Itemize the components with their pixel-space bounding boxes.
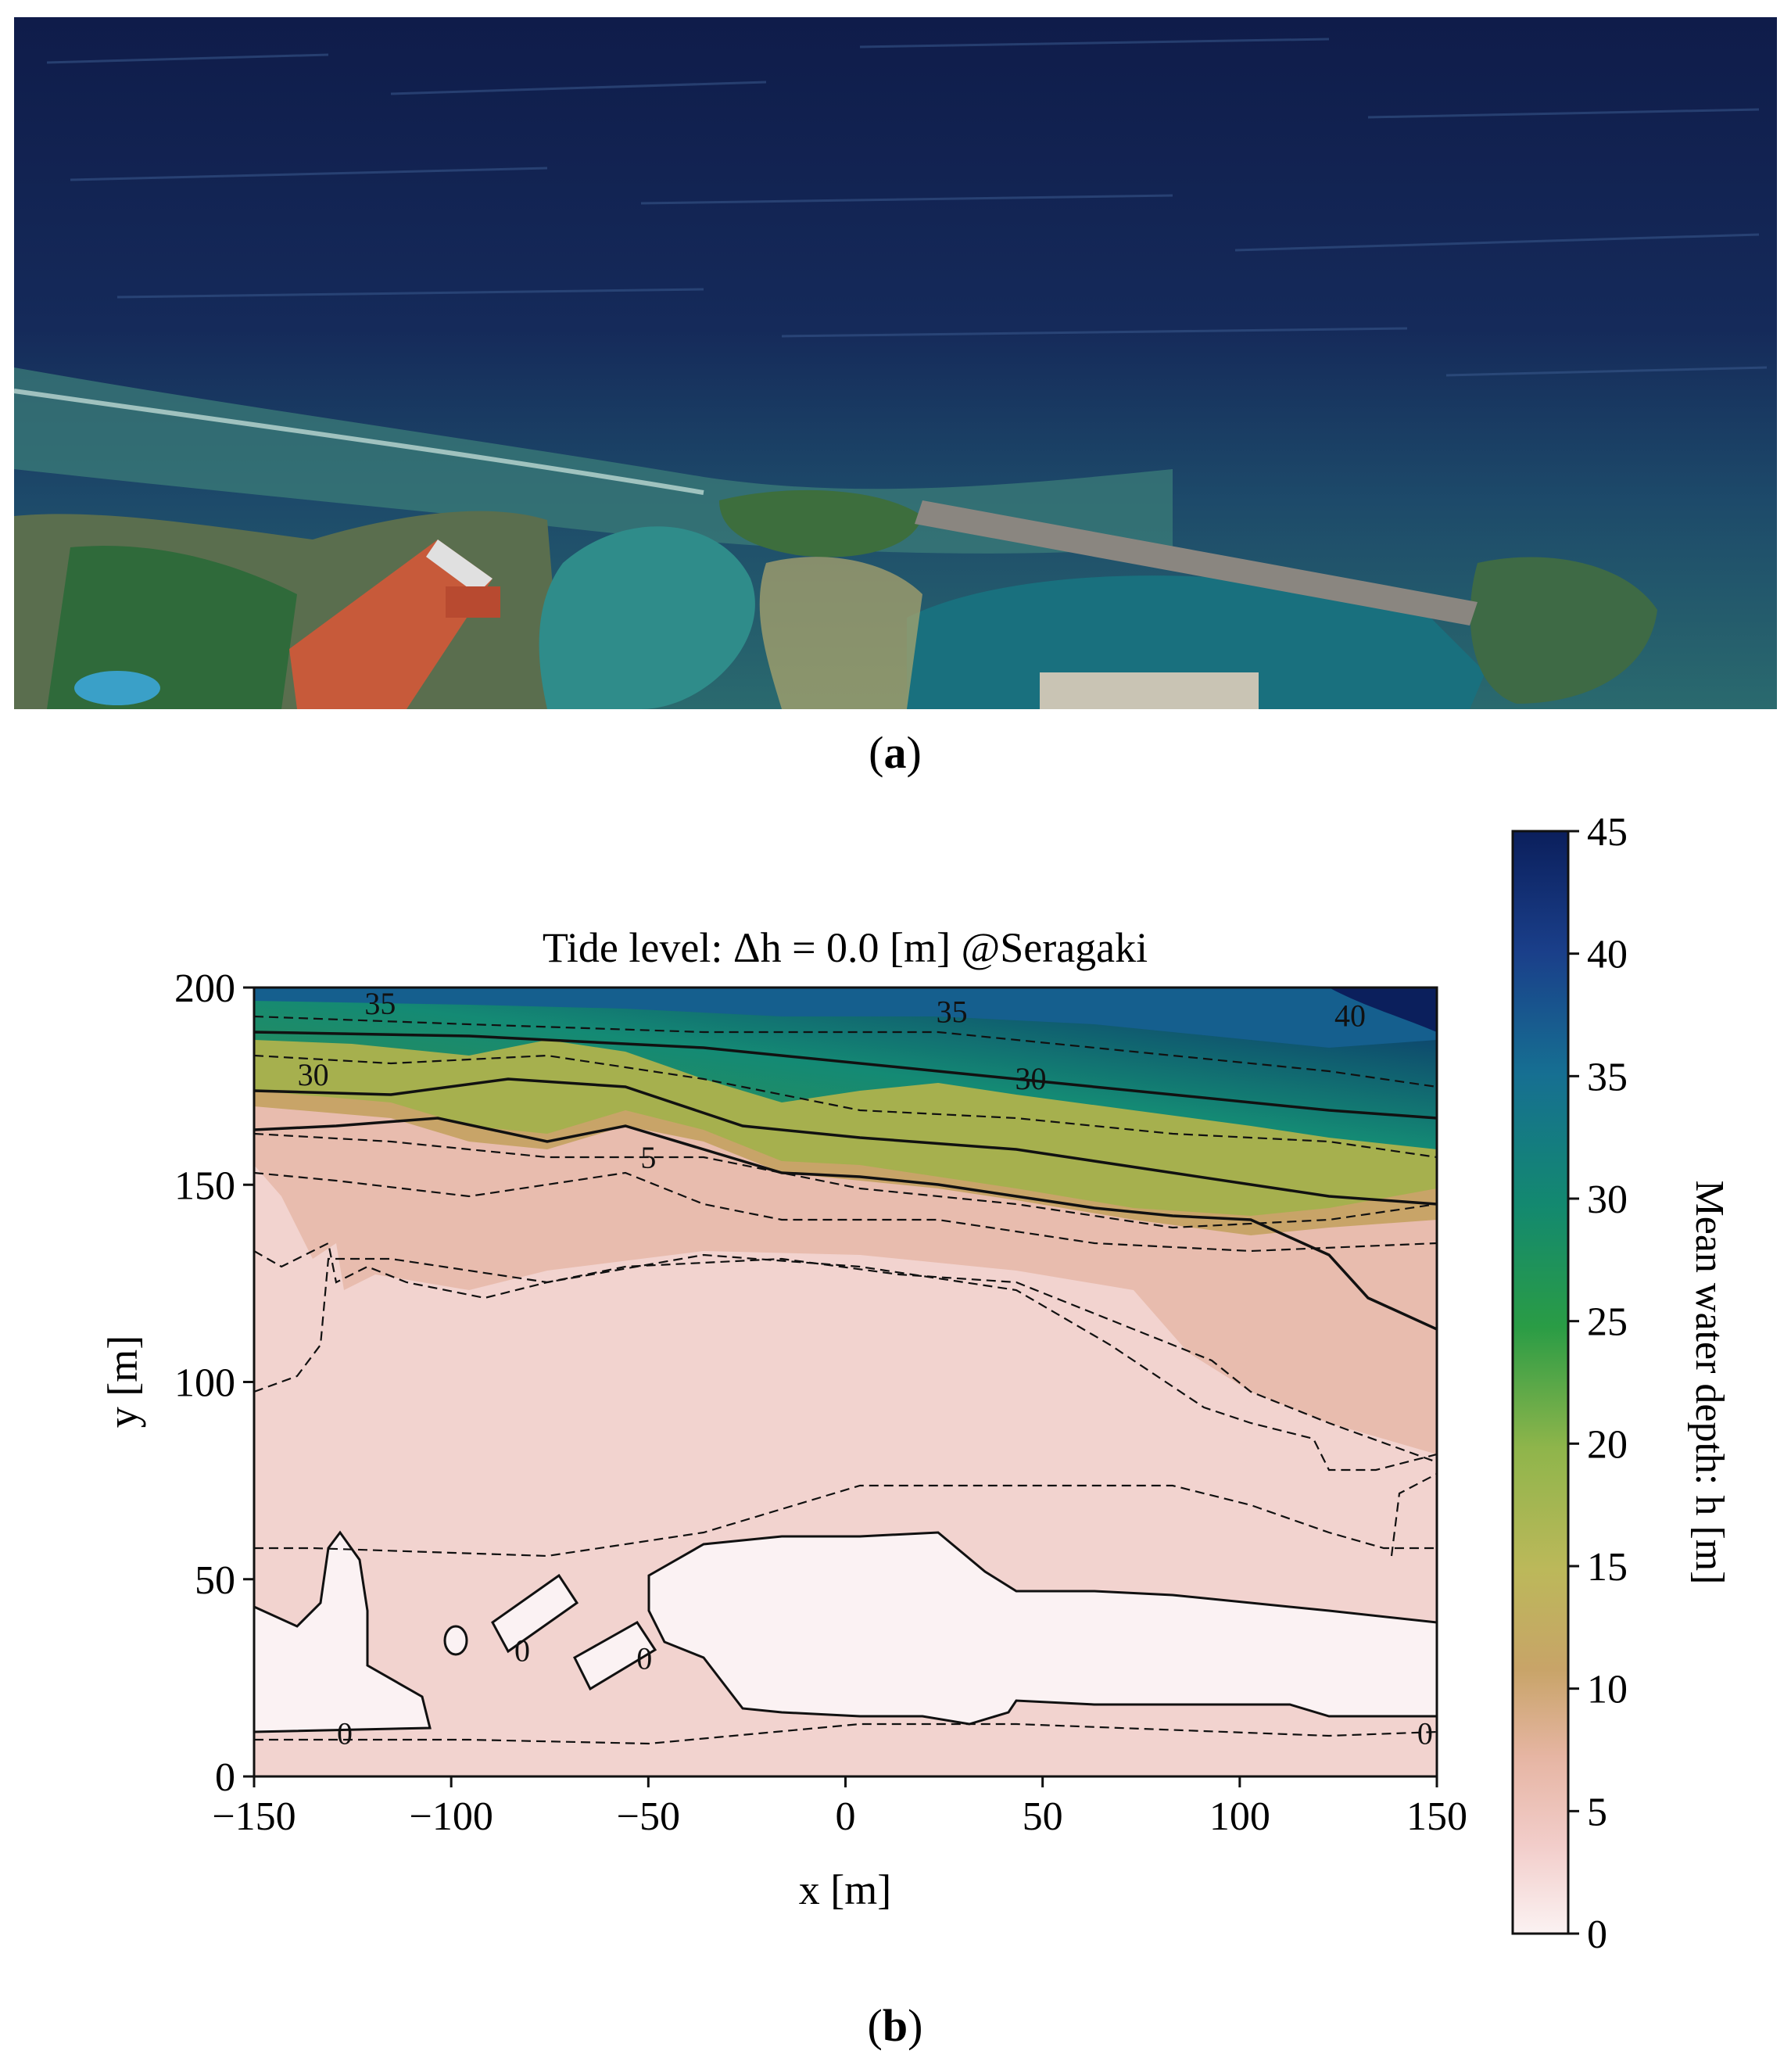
aerial-photo <box>13 17 1777 709</box>
dry-islet-3 <box>443 1625 468 1656</box>
contour-label: 35 <box>937 994 968 1029</box>
y-tick-label: 0 <box>215 1755 235 1800</box>
contour-label: 0 <box>337 1716 353 1751</box>
panel-label-a: (a) <box>869 727 922 778</box>
y-tick-label: 100 <box>174 1361 235 1406</box>
colorbar-tick-label: 35 <box>1587 1055 1628 1099</box>
x-tick-label: 100 <box>1209 1794 1270 1839</box>
x-tick-label: 0 <box>836 1794 856 1839</box>
contour-label: 40 <box>1334 998 1366 1033</box>
contour-label: 0 <box>636 1641 652 1676</box>
chart-title: Tide level: Δh = 0.0 [m] @Seragaki <box>543 924 1148 971</box>
colorbar-tick-label: 0 <box>1587 1912 1607 1957</box>
colorbar: 0 5 10 15 20 25 30 35 40 45 Mean water depth: h [… <box>1511 810 1732 1957</box>
colorbar-tick-label: 30 <box>1587 1178 1628 1222</box>
contour-label: 5 <box>640 1140 656 1175</box>
y-tick-label: 50 <box>195 1558 235 1603</box>
contour-label: 0 <box>514 1633 530 1669</box>
y-tick-label: 200 <box>174 966 235 1011</box>
panel-label-b: (b) <box>868 2000 923 2051</box>
y-axis-label: y [m] <box>99 1335 146 1428</box>
colorbar-tick-label: 15 <box>1587 1545 1628 1590</box>
dry-region-left <box>254 1530 432 1733</box>
y-axis: 0 50 100 150 200 <box>174 966 254 1800</box>
colorbar-label: Mean water depth: h [m] <box>1687 1181 1732 1585</box>
x-tick-label: −150 <box>212 1794 296 1839</box>
dashed-contours <box>254 1015 1437 1745</box>
colorbar-tick-label: 5 <box>1587 1790 1607 1834</box>
colorbar-gradient <box>1511 830 1570 1935</box>
x-axis: −150 −100 −50 0 50 100 150 <box>212 1776 1467 1839</box>
contour-label: 35 <box>364 986 396 1021</box>
contour-label: 30 <box>298 1057 329 1092</box>
dry-islet-2 <box>573 1621 657 1691</box>
dry-region-center <box>647 1531 1437 1726</box>
contour-labels: 35 30 5 35 30 40 0 0 0 0 <box>298 986 1433 1751</box>
depth-band-42m <box>1329 988 1437 1032</box>
solid-contours <box>254 1031 1437 1331</box>
colorbar-tick-label: 45 <box>1587 810 1628 855</box>
dry-islet-1 <box>491 1573 579 1654</box>
colorbar-tick-label: 25 <box>1587 1300 1628 1345</box>
y-tick-label: 150 <box>174 1163 235 1208</box>
contour-label: 0 <box>1417 1716 1433 1751</box>
colorbar-tick-label: 40 <box>1587 933 1628 977</box>
depth-band-35m <box>254 988 1437 1048</box>
x-axis-label: x [m] <box>799 1866 891 1913</box>
x-tick-label: 150 <box>1406 1794 1467 1839</box>
plot-area <box>254 988 1437 1776</box>
x-tick-label: 50 <box>1023 1794 1063 1839</box>
colorbar-tick-label: 20 <box>1587 1422 1628 1467</box>
x-tick-label: −100 <box>410 1794 493 1839</box>
x-tick-label: −50 <box>617 1794 680 1839</box>
colorbar-tick-label: 10 <box>1587 1668 1628 1712</box>
colorbar-ticks: 0 5 10 15 20 25 30 35 40 45 <box>1568 810 1628 1957</box>
contour-label: 30 <box>1015 1061 1047 1096</box>
